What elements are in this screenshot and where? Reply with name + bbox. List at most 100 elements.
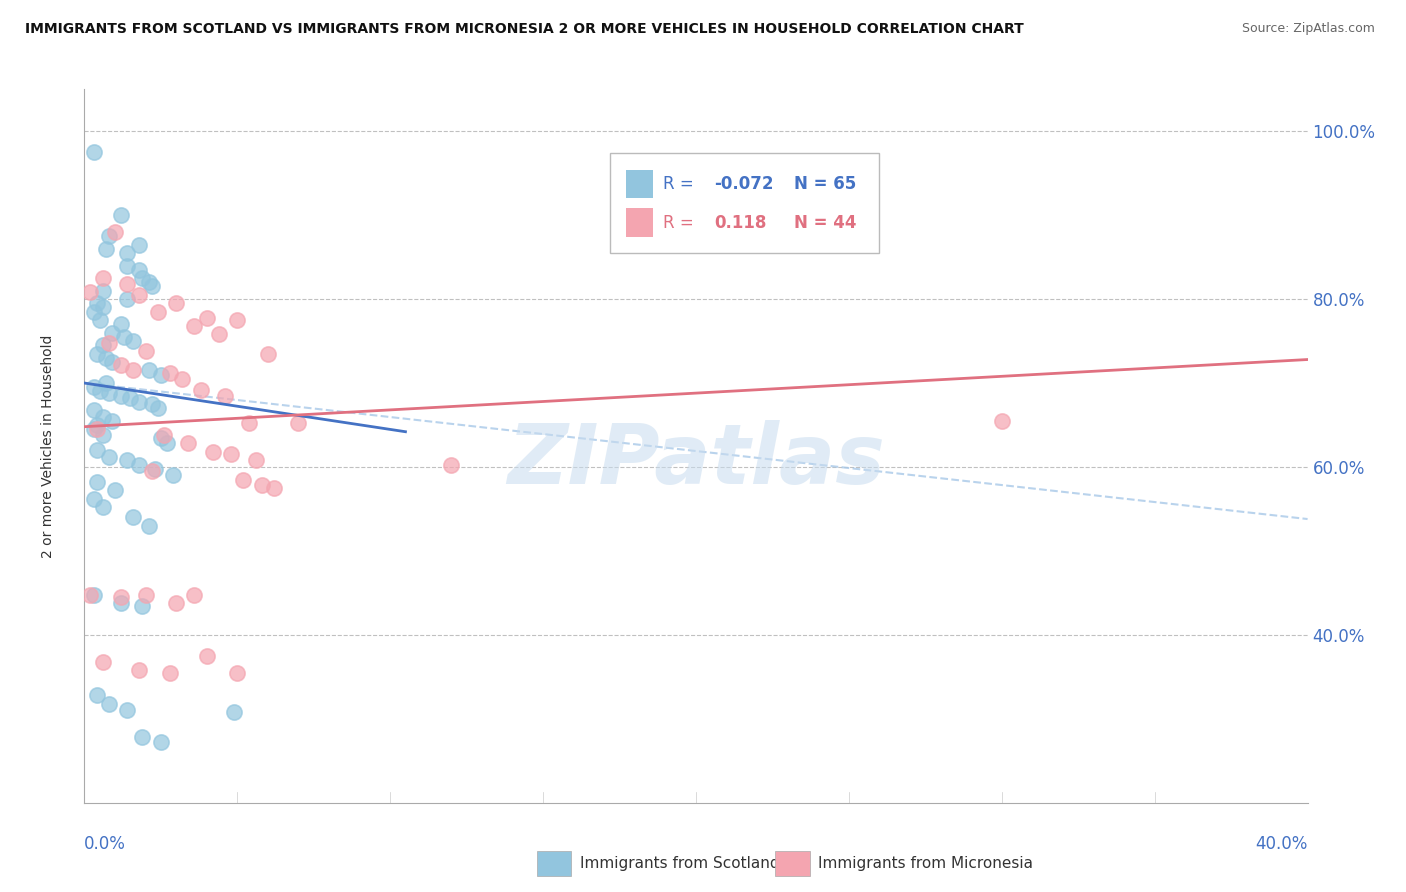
Point	[115, 277, 138, 291]
Point	[177, 436, 200, 450]
Point	[97, 335, 120, 350]
Bar	[626, 209, 654, 237]
Point	[83, 145, 105, 160]
Point	[159, 665, 181, 680]
Point	[122, 510, 145, 524]
Point	[226, 665, 249, 680]
Point	[110, 590, 132, 604]
Point	[86, 417, 108, 432]
Point	[122, 363, 145, 377]
Point	[159, 366, 181, 380]
Point	[110, 208, 132, 222]
Bar	[626, 169, 654, 198]
Text: ZIPatlas: ZIPatlas	[508, 420, 884, 500]
Point	[183, 588, 205, 602]
Point	[91, 301, 114, 315]
Point	[86, 443, 108, 458]
Point	[104, 483, 127, 498]
Point	[131, 599, 153, 613]
Point	[91, 271, 114, 285]
Point	[91, 409, 114, 424]
Point	[115, 453, 138, 467]
Point	[104, 225, 127, 239]
Point	[91, 284, 114, 298]
Text: 0.118: 0.118	[714, 214, 766, 232]
Point	[110, 389, 132, 403]
Point	[91, 500, 114, 515]
Point	[201, 445, 224, 459]
Point	[97, 697, 120, 711]
Point	[115, 246, 138, 260]
Point	[250, 478, 273, 492]
Point	[94, 351, 117, 365]
Point	[149, 431, 172, 445]
Point	[991, 414, 1014, 428]
Point	[131, 271, 153, 285]
Point	[138, 518, 160, 533]
Point	[224, 705, 246, 719]
Point	[79, 285, 101, 300]
Point	[195, 310, 218, 325]
Point	[141, 397, 163, 411]
Point	[83, 422, 105, 436]
Point	[232, 473, 254, 487]
Text: 0.0%: 0.0%	[84, 835, 127, 853]
Point	[195, 648, 218, 663]
Point	[183, 318, 205, 333]
Point	[101, 355, 124, 369]
Point	[149, 368, 172, 382]
Point	[110, 596, 132, 610]
Point	[162, 468, 184, 483]
Point	[86, 689, 108, 703]
Point	[128, 262, 150, 277]
Text: 40.0%: 40.0%	[1256, 835, 1308, 853]
Point	[138, 275, 160, 289]
Point	[89, 384, 111, 399]
Point	[91, 338, 114, 352]
Point	[97, 450, 120, 464]
Text: Immigrants from Micronesia: Immigrants from Micronesia	[818, 856, 1033, 871]
Text: Source: ZipAtlas.com: Source: ZipAtlas.com	[1241, 22, 1375, 36]
Point	[94, 242, 117, 256]
Bar	[776, 851, 810, 876]
Point	[257, 346, 280, 360]
Point	[165, 296, 187, 310]
Point	[146, 401, 169, 416]
Point	[190, 383, 212, 397]
Point	[263, 481, 285, 495]
Point	[83, 380, 105, 394]
Point	[156, 436, 179, 450]
Point	[83, 588, 105, 602]
Point	[287, 417, 309, 431]
Point	[208, 327, 231, 342]
Point	[135, 588, 157, 602]
Text: N = 65: N = 65	[794, 175, 856, 193]
Text: 2 or more Vehicles in Household: 2 or more Vehicles in Household	[41, 334, 55, 558]
Point	[83, 403, 105, 417]
Text: R =: R =	[664, 175, 699, 193]
Point	[165, 596, 187, 610]
Point	[172, 372, 194, 386]
Point	[97, 229, 120, 244]
Point	[245, 453, 267, 467]
Point	[219, 447, 242, 461]
Point	[101, 326, 124, 340]
Point	[83, 304, 105, 318]
Point	[79, 588, 101, 602]
Point	[91, 428, 114, 442]
Point	[141, 464, 163, 478]
Point	[122, 334, 145, 348]
Text: IMMIGRANTS FROM SCOTLAND VS IMMIGRANTS FROM MICRONESIA 2 OR MORE VEHICLES IN HOU: IMMIGRANTS FROM SCOTLAND VS IMMIGRANTS F…	[25, 22, 1024, 37]
Point	[86, 475, 108, 489]
Point	[238, 417, 260, 431]
Point	[112, 330, 135, 344]
Point	[94, 376, 117, 390]
Point	[115, 259, 138, 273]
Point	[146, 304, 169, 318]
Point	[86, 346, 108, 360]
Point	[128, 394, 150, 409]
FancyBboxPatch shape	[610, 153, 880, 253]
Text: N = 44: N = 44	[794, 214, 856, 232]
Point	[110, 318, 132, 332]
Point	[120, 391, 142, 405]
